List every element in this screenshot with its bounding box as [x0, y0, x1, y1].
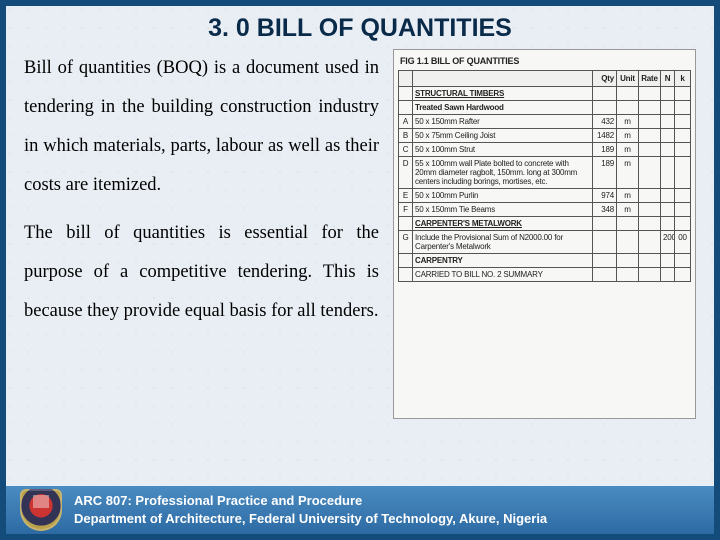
- text-column: Bill of quantities (BOQ) is a document u…: [24, 49, 379, 419]
- slide-content: 3. 0 BILL OF QUANTITIES Bill of quantiti…: [6, 6, 714, 480]
- table-row: C 50 x 100mm Strut 189 m: [399, 143, 691, 157]
- section1-heading: STRUCTURAL TIMBERS: [413, 87, 593, 101]
- table-header-row: Qty Unit Rate N k: [399, 71, 691, 87]
- col-idx: [399, 71, 413, 87]
- paragraph-2: The bill of quantities is essential for …: [24, 214, 379, 331]
- section2-heading: CARPENTER'S METALWORK: [413, 217, 593, 231]
- slide-footer: ARC 807: Professional Practice and Proce…: [6, 486, 714, 534]
- footer-line-2: Department of Architecture, Federal Univ…: [74, 510, 547, 528]
- section2-heading-row: CARPENTER'S METALWORK: [399, 217, 691, 231]
- col-k: k: [675, 71, 691, 87]
- boq-figure: FIG 1.1 BILL OF QUANTITIES Qty Unit Rate…: [393, 49, 696, 419]
- table-row: D 55 x 100mm wall Plate bolted to concre…: [399, 157, 691, 189]
- table-row: E 50 x 100mm Purlin 974 m: [399, 189, 691, 203]
- section1-sub: Treated Sawn Hardwood: [413, 101, 593, 115]
- figure-caption: FIG 1.1 BILL OF QUANTITIES: [398, 56, 691, 66]
- col-n: N: [661, 71, 675, 87]
- table-row: A 50 x 150mm Rafter 432 m: [399, 115, 691, 129]
- boq-table: Qty Unit Rate N k STRUCTURAL TIMBERS Tre…: [398, 70, 691, 282]
- section-heading-row: STRUCTURAL TIMBERS: [399, 87, 691, 101]
- col-rate: Rate: [639, 71, 661, 87]
- body-wrap: Bill of quantities (BOQ) is a document u…: [24, 49, 696, 419]
- paragraph-1: Bill of quantities (BOQ) is a document u…: [24, 49, 379, 204]
- table-row: G Include the Provisional Sum of N2000.0…: [399, 231, 691, 254]
- footer-line-1: ARC 807: Professional Practice and Proce…: [74, 492, 547, 510]
- footer-text: ARC 807: Professional Practice and Proce…: [74, 492, 547, 527]
- section-sub-row: Treated Sawn Hardwood: [399, 101, 691, 115]
- col-qty: Qty: [593, 71, 617, 87]
- slide-title: 3. 0 BILL OF QUANTITIES: [24, 14, 696, 43]
- col-desc: [413, 71, 593, 87]
- table-row: F 50 x 150mm Tie Beams 348 m: [399, 203, 691, 217]
- table-row: B 50 x 75mm Ceiling Joist 1482 m: [399, 129, 691, 143]
- col-unit: Unit: [617, 71, 639, 87]
- carry-text-row: CARRIED TO BILL NO. 2 SUMMARY: [399, 268, 691, 282]
- university-logo-icon: [20, 489, 62, 531]
- carry-label-row: CARPENTRY: [399, 254, 691, 268]
